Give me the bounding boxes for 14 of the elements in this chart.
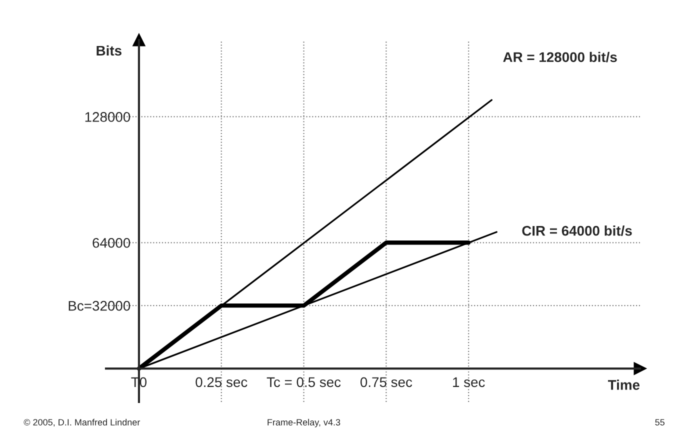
- x-axis-title: Time: [608, 380, 640, 390]
- text: 55: [655, 419, 664, 426]
- y-tick-label: 64000: [92, 238, 130, 248]
- x-tick-label: 1 sec: [453, 377, 485, 388]
- series-label: CIR = 64000 bit/s: [522, 226, 632, 236]
- x-tick-label: Tc = 0.5 sec: [266, 377, 341, 388]
- text: © 2005, D.I. Manfred Lindner: [24, 418, 140, 427]
- y-tick-label: Bc=32000: [68, 300, 130, 311]
- x-tick-label: 0.25 sec: [196, 377, 248, 388]
- text: AR = 128000 bit/s: [503, 52, 617, 62]
- x-tick-label: 0.75 sec: [360, 377, 412, 388]
- y-axis-title: Bits: [96, 45, 122, 56]
- text: Frame-Relay, v4.3: [268, 418, 340, 428]
- y-tick-label: 128000: [85, 112, 130, 122]
